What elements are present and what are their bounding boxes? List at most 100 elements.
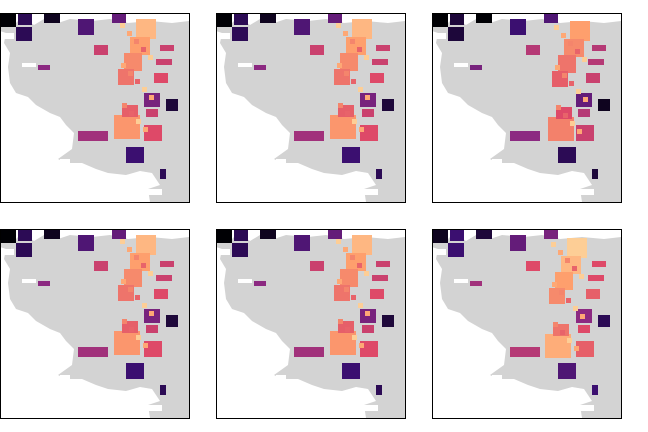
grid-cell-east-3	[370, 289, 384, 299]
grid-cell-speckle	[558, 250, 563, 255]
grid-cell-south-1	[78, 131, 108, 141]
grid-cell-speckle	[148, 55, 153, 60]
grid-cell-north-3	[78, 235, 94, 251]
grid-cell-speckle	[141, 47, 146, 52]
grid-cell-speckle	[568, 41, 573, 46]
grid-cell-speckle	[563, 113, 568, 118]
grid-cell-speckle	[129, 111, 134, 116]
grid-cell-speckle	[135, 295, 140, 300]
grid-cell-south-2	[576, 341, 594, 357]
grid-cell-speckle	[343, 247, 348, 252]
grid-cell-south-1	[78, 347, 108, 357]
grid-cell-speckle	[149, 95, 154, 100]
grid-cell-speckle	[364, 55, 369, 60]
water-inlet	[220, 249, 230, 255]
grid-cell-north-4	[328, 13, 342, 23]
grid-cell-north-1	[450, 229, 464, 241]
grid-cell-nw-corner	[432, 229, 448, 243]
grid-cell-north-4	[328, 229, 342, 239]
grid-cell-speckle	[338, 103, 343, 108]
grid-cell-south-dark	[342, 147, 360, 163]
grid-cell-mid-1	[526, 45, 540, 55]
grid-cell-speckle	[576, 89, 581, 94]
grid-cell-south-dark	[558, 147, 576, 163]
grid-cell-speckle	[129, 327, 134, 332]
water-inlet	[140, 405, 162, 411]
grid-cell-east-2	[588, 59, 604, 65]
grid-cell-speckle	[343, 31, 348, 36]
grid-cell-speckle	[120, 23, 125, 28]
panel-border	[0, 229, 190, 419]
grid-cell-mid-2	[470, 281, 482, 286]
grid-cell-speckle	[122, 319, 127, 324]
water-inlet	[276, 375, 286, 379]
water-inlet	[492, 159, 502, 163]
grid-cell-speckle	[575, 49, 580, 54]
grid-cell-speckle	[336, 239, 341, 244]
grid-cell-speckle	[357, 263, 362, 268]
grid-cell-east-dark	[166, 315, 178, 327]
map-panel-p2	[216, 13, 406, 203]
grid-cell-north-2	[260, 13, 276, 23]
grid-cell-speckle	[136, 335, 141, 340]
panel-border	[432, 229, 622, 419]
grid-cell-north-1	[450, 13, 464, 25]
grid-cell-speckle	[337, 279, 342, 284]
water-inlet	[238, 279, 252, 283]
grid-cell-east-2	[156, 275, 172, 281]
grid-cell-corridor-2	[130, 253, 150, 271]
grid-cell-south-hub	[330, 331, 356, 355]
grid-cell-speckle	[351, 295, 356, 300]
grid-cell-north-4	[544, 229, 558, 239]
water-inlet	[572, 405, 594, 411]
grid-cell-north-4	[544, 13, 558, 23]
grid-cell-speckle	[583, 97, 588, 102]
grid-cell-speckle	[128, 287, 133, 292]
grid-cell-speckle	[567, 338, 572, 343]
grid-cell-north-2	[476, 13, 492, 23]
grid-cell-east-3	[154, 73, 168, 83]
water-inlet	[492, 375, 502, 379]
grid-cell-speckle	[551, 242, 556, 247]
water-inlet	[60, 159, 70, 163]
grid-cell-north-3	[510, 19, 526, 35]
grid-cell-south-hub	[114, 331, 140, 355]
grid-cell-speckle	[572, 266, 577, 271]
grid-cell-south-hub	[548, 117, 574, 141]
grid-cell-corridor-2	[130, 37, 150, 55]
grid-cell-south-2	[144, 125, 162, 141]
grid-cell-speckle	[552, 282, 557, 287]
grid-cell-east-1	[592, 261, 606, 267]
grid-cell-speckle	[359, 127, 364, 132]
grid-cell-far-se	[376, 385, 382, 395]
grid-cell-speckle	[345, 327, 350, 332]
grid-cell-south-dark	[126, 147, 144, 163]
grid-cell-speckle	[559, 290, 564, 295]
grid-cell-north-1	[18, 13, 32, 25]
grid-cell-speckle	[344, 71, 349, 76]
grid-cell-speckle	[336, 23, 341, 28]
grid-cell-southeast-1	[362, 109, 374, 117]
grid-cell-southeast-1	[578, 325, 590, 333]
grid-cell-speckle	[345, 111, 350, 116]
grid-cell-north-1	[18, 229, 32, 241]
grid-cell-speckle	[148, 271, 153, 276]
map-panel-p4	[0, 229, 190, 419]
grid-cell-south-2	[144, 341, 162, 357]
grid-cell-speckle	[554, 25, 559, 30]
water-inlet	[454, 63, 468, 67]
grid-cell-speckle	[337, 63, 342, 68]
grid-cell-north-3	[510, 235, 526, 251]
panel-border	[216, 13, 406, 203]
grid-cell-corridor-1	[570, 21, 590, 41]
grid-cell-east-1	[376, 45, 390, 51]
grid-cell-speckle	[351, 79, 356, 84]
water-inlet	[22, 279, 36, 283]
grid-cell-west-1	[448, 27, 464, 41]
grid-cell-speckle	[352, 119, 357, 124]
grid-cell-south-dark	[126, 363, 144, 379]
grid-cell-speckle	[120, 239, 125, 244]
grid-cell-nw-corner	[0, 229, 16, 243]
grid-cell-west-1	[16, 27, 32, 41]
